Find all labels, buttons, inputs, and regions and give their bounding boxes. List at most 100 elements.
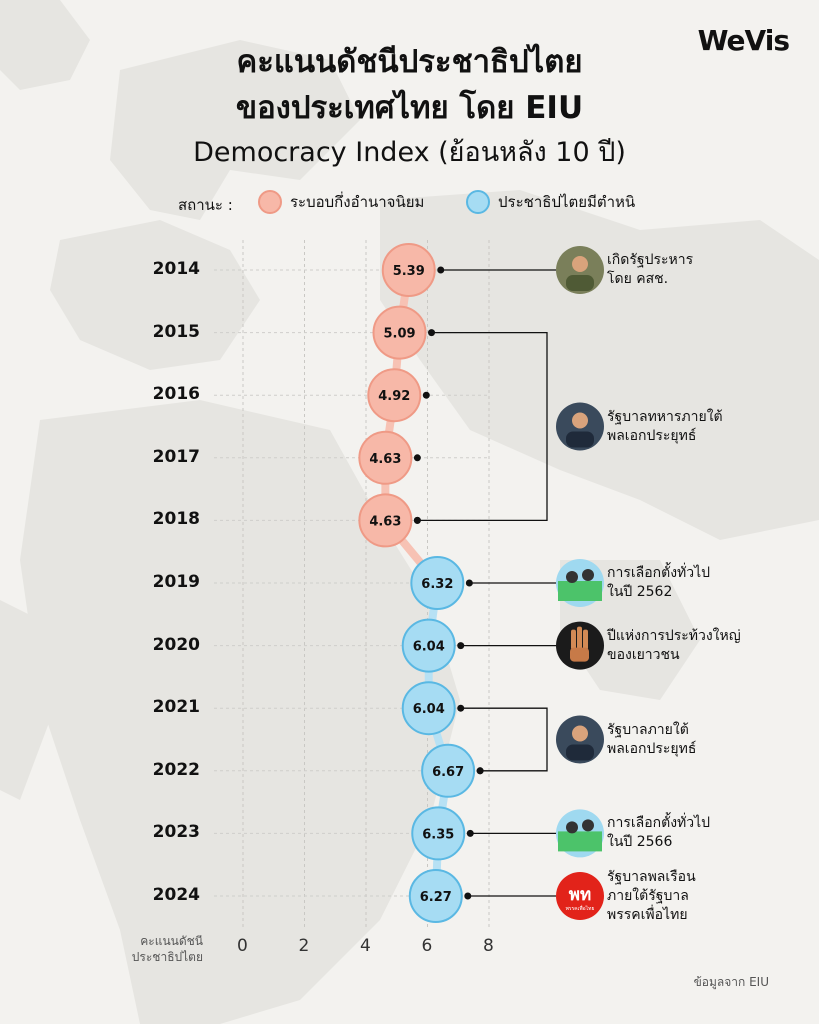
x-tick-label-8: 8	[483, 936, 494, 956]
annotation-text-line-1: การเลือกตั้งทั่วไป	[607, 565, 711, 581]
data-point-2015	[372, 305, 427, 360]
x-tick-label-0: 0	[237, 936, 248, 956]
annotation-text-line-1: รัฐบาลพลเรือน	[607, 868, 696, 885]
data-point-2022	[421, 743, 476, 798]
data-label-2021: 6.04	[413, 702, 445, 717]
annotation-text-line-2: ของเยาวชน	[607, 646, 680, 663]
annotation-text-line-2: ในปี 2562	[607, 584, 673, 600]
year-label-2018: 2018	[152, 509, 200, 530]
connector-bracket-2021-2022	[460, 707, 548, 772]
year-label-2022: 2022	[152, 759, 200, 780]
annotation-text-line-1: เกิดรัฐประหาร	[607, 252, 694, 268]
legend-item-hybrid: ระบอบกึ่งอำนาจนิยม	[258, 190, 424, 214]
year-label-2024: 2024	[152, 885, 200, 905]
connector-dot-start-2019	[465, 579, 473, 587]
legend-item-flawed: ประชาธิปไตยมีตำหนิ	[466, 190, 635, 214]
year-label-2019: 2019	[152, 572, 200, 592]
annotation-text-line-1: รัฐบาลทหารภายใต้	[607, 408, 723, 425]
x-axis-label-line1: คะแนนดัชนี	[140, 934, 203, 948]
connector-dot-start-2016	[422, 391, 430, 399]
connector-dot-start-2018	[413, 516, 421, 524]
legend-swatch-hybrid	[258, 190, 282, 214]
election-icon	[556, 559, 604, 607]
annotation-text-line-2: โดย คสช.	[607, 271, 669, 287]
prayut-portrait-icon	[556, 402, 604, 451]
source-note: ข้อมูลจาก EIU	[693, 975, 769, 989]
page-title-line2: ของประเทศไทย โดย EIU	[235, 90, 584, 126]
year-label-2021: 2021	[152, 697, 200, 718]
annotation-2021-2022: รัฐบาลภายใต้พลเอกประยุทธ์	[607, 721, 696, 759]
data-label-2019: 6.32	[421, 577, 453, 592]
three-finger-salute-icon	[556, 621, 604, 670]
data-point-2020	[401, 618, 456, 673]
annotation-text-line-2: พลเอกประยุทธ์	[607, 740, 697, 757]
connector-dot-start-2021	[457, 704, 465, 712]
pheu-thai-logo-subtext: พรรคเพื่อไทย	[566, 905, 595, 912]
election-icon	[556, 809, 604, 858]
year-label-2015: 2015	[152, 321, 200, 342]
data-point-2016	[367, 368, 422, 423]
connector-dot-start-2022	[476, 767, 484, 775]
connector-dot-start-2017	[413, 454, 421, 462]
annotation-2014: เกิดรัฐประหารโดย คสช.	[607, 251, 693, 289]
x-tick-label-6: 6	[421, 936, 433, 956]
data-label-2024: 6.27	[420, 890, 452, 905]
data-point-2018	[358, 493, 413, 548]
year-label-2023: 2023	[152, 822, 200, 843]
annotation-text-line-2: ภายใต้รัฐบาล	[607, 887, 689, 904]
data-point-2023	[411, 806, 466, 861]
connector-dot-start-2020	[457, 642, 465, 650]
page-title-line1: คะแนนดัชนีประชาธิปไตย	[236, 44, 583, 80]
x-tick-label-2: 2	[298, 936, 310, 956]
annotation-text-line-1: การเลือกตั้งทั่วไป	[607, 815, 711, 832]
annotation-2024: รัฐบาลพลเรือนภายใต้รัฐบาลพรรคเพื่อไทย	[607, 868, 696, 925]
connector-dot-start-2024	[464, 892, 472, 900]
data-point-2017	[358, 430, 413, 485]
data-label-2015: 5.09	[383, 327, 415, 342]
legend-text-hybrid: ระบอบกึ่งอำนาจนิยม	[290, 193, 425, 211]
connector-bracket-2015-2018	[417, 331, 548, 522]
data-point-2019	[410, 556, 465, 610]
page-subtitle: Democracy Index (ย้อนหลัง 10 ปี)	[193, 137, 626, 168]
data-label-2014: 5.39	[393, 264, 425, 279]
connector-dot-start-2015	[428, 329, 436, 337]
legend-label: สถานะ :	[178, 196, 233, 214]
data-label-2022: 6.67	[432, 765, 464, 780]
annotation-2015-2018: รัฐบาลทหารภายใต้พลเอกประยุทธ์	[607, 408, 723, 446]
data-label-2020: 6.04	[413, 640, 445, 655]
data-label-2018: 4.63	[369, 514, 401, 529]
year-label-2017: 2017	[152, 446, 200, 467]
data-label-2023: 6.35	[422, 827, 454, 842]
data-label-2017: 4.63	[369, 452, 401, 467]
data-label-2016: 4.92	[378, 389, 410, 404]
annotation-text-line-2: พลเอกประยุทธ์	[607, 427, 697, 444]
x-tick-label-4: 4	[360, 936, 371, 956]
data-point-2014	[381, 243, 436, 297]
year-label-2020: 2020	[152, 634, 200, 655]
wevis-logo: WeVis	[697, 24, 790, 57]
connector-dot-start-2023	[466, 829, 474, 837]
annotation-text-line-2: ในปี 2566	[607, 834, 673, 851]
annotation-text-line-1: รัฐบาลภายใต้	[607, 721, 689, 738]
x-axis-label-line2: ประชาธิปไตย	[131, 950, 203, 964]
year-label-2014: 2014	[152, 259, 200, 279]
annotation-2020: ปีแห่งการประท้วงใหญ่ของเยาวชน	[607, 627, 741, 665]
prayut-portrait-icon	[556, 715, 604, 764]
soldier-portrait-icon	[556, 246, 604, 294]
annotation-2019: การเลือกตั้งทั่วไปในปี 2562	[607, 564, 710, 602]
connector-dot-start-2014	[437, 266, 445, 274]
legend-swatch-flawed	[466, 190, 490, 214]
data-point-2024	[408, 869, 463, 923]
annotation-text-line-1: ปีแห่งการประท้วงใหญ่	[607, 627, 741, 644]
year-label-2016: 2016	[152, 384, 200, 405]
x-axis-label: คะแนนดัชนี ประชาธิปไตย	[108, 933, 203, 965]
legend-text-flawed: ประชาธิปไตยมีตำหนิ	[498, 193, 636, 211]
pheu-thai-logo-text: พท	[569, 885, 591, 905]
data-point-2021	[401, 681, 456, 736]
annotation-2023: การเลือกตั้งทั่วไปในปี 2566	[607, 814, 710, 852]
annotation-text-line-3: พรรคเพื่อไทย	[607, 906, 688, 923]
